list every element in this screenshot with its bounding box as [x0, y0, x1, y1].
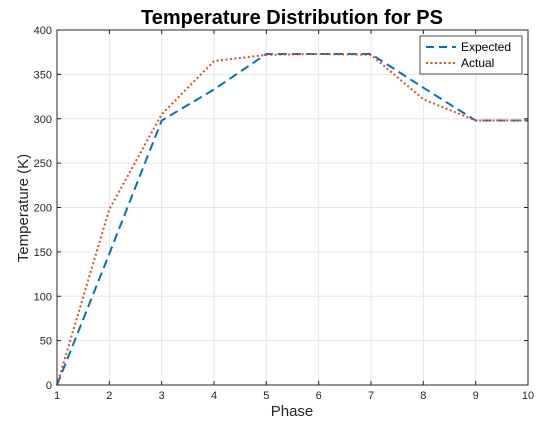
- y-tick-label: 200: [34, 203, 52, 215]
- grid: [57, 30, 528, 385]
- y-tick-label: 0: [46, 380, 52, 392]
- y-tick-label: 300: [34, 114, 52, 126]
- x-tick-label: 7: [368, 390, 374, 402]
- y-tick-label: 400: [34, 25, 52, 37]
- x-tick-label: 10: [522, 390, 534, 402]
- x-tick-label: 3: [159, 390, 165, 402]
- series-lines: [56, 52, 528, 386]
- x-tick-label: 6: [316, 390, 322, 402]
- legend-box: [419, 35, 523, 75]
- y-tick-label: 350: [34, 69, 52, 81]
- y-tick-label: 100: [34, 291, 52, 303]
- x-tick-label: 1: [54, 390, 60, 402]
- x-axis-label: Phase: [271, 403, 314, 420]
- x-tick-label: 8: [420, 390, 426, 402]
- legend: Expected Actual: [419, 35, 523, 75]
- y-tick-label: 150: [34, 247, 52, 259]
- y-axis-label: Temperature (K): [15, 154, 32, 262]
- y-tick-label: 250: [34, 158, 52, 170]
- series-line-expected: [56, 52, 528, 386]
- x-tick-label: 5: [263, 390, 269, 402]
- x-tick-label: 9: [473, 390, 479, 402]
- axes: [56, 29, 529, 386]
- x-tick-label: 4: [211, 390, 217, 402]
- x-tick-label: 2: [106, 390, 112, 402]
- chart-title: Temperature Distribution for PS: [141, 7, 443, 29]
- legend-label-actual: Actual: [461, 56, 494, 70]
- y-tick-label: 50: [40, 336, 52, 348]
- legend-label-expected: Expected: [461, 40, 511, 54]
